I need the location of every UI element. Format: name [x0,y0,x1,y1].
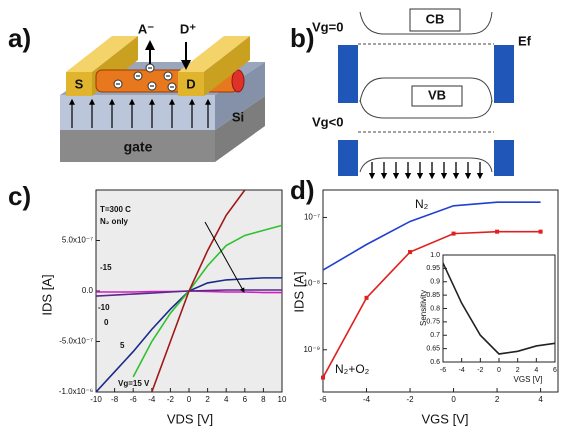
x-tick-label: 6 [553,367,557,374]
y-tick-label: 0.75 [426,319,440,326]
panel-label: b) [290,23,315,53]
x-tick-label: 2 [516,367,520,374]
y-tick-label: 10⁻⁹ [303,345,320,354]
x-tick-label: 2 [495,395,500,404]
x-tick-label: -6 [130,395,138,404]
y-tick-label: 0.85 [426,292,440,299]
x-tick-label: 0 [187,395,192,404]
x-tick-label: 10 [278,395,287,404]
annotation: T=300 C [100,205,131,214]
y-tick-label: 0.6 [430,359,440,366]
y-tick-label: 5.0x10⁻⁷ [62,236,93,245]
x-tick-label: -6 [440,367,446,374]
data-marker [539,230,543,234]
x-tick-label: 4 [538,395,543,404]
contact [338,140,358,176]
contact [338,45,358,103]
y-axis-label: Sensitivity [419,290,428,326]
source-label: S [75,76,84,91]
x-tick-label: -10 [90,395,102,404]
y-tick-label: -1.0x10⁻⁶ [59,387,93,396]
nanowire-end [232,70,244,92]
x-tick-label: 4 [224,395,229,404]
x-tick-label: -6 [319,395,327,404]
data-marker [495,230,499,234]
data-marker [321,376,325,380]
x-tick-label: -8 [111,395,119,404]
x-axis-label: VDS [V] [167,411,213,426]
x-tick-label: 2 [205,395,210,404]
data-marker [365,296,369,300]
series-label: -15 [100,263,112,272]
si-label: Si [232,109,244,124]
x-tick-label: 0 [497,367,501,374]
y-tick-label: -5.0x10⁻⁷ [59,337,93,346]
x-tick-label: -4 [148,395,156,404]
drain-label: D [186,76,195,91]
y-tick-label: 1.0 [430,252,440,259]
y-tick-label: 0.7 [430,332,440,339]
y-tick-label: 10⁻⁷ [304,213,320,222]
series-label: Vg=15 V [118,379,150,388]
x-tick-label: 8 [261,395,266,404]
x-tick-label: -2 [477,367,483,374]
series-label: 5 [120,341,125,350]
panel-label: d) [290,175,315,205]
series-label: -10 [98,303,110,312]
x-tick-label: 0 [451,395,456,404]
vb-label: VB [428,87,446,102]
panel-b: b) CB VB Vg=0 Vg<0 Ef [290,9,532,178]
y-axis-label: IDS [A] [291,271,306,312]
x-tick-label: 6 [243,395,248,404]
y-tick-label: 0.0 [82,286,94,295]
panel-label: a) [8,23,31,53]
anion-label: A⁻ [138,21,154,36]
x-tick-label: -4 [363,395,371,404]
page: a) A⁻ D⁺ S D Si gate b) [0,0,564,433]
series-label: N₂ [415,197,429,211]
x-tick-label: -2 [167,395,175,404]
contact [494,140,514,176]
x-tick-label: -4 [459,367,465,374]
figure: a) A⁻ D⁺ S D Si gate b) [0,0,564,433]
data-marker [452,232,456,236]
panel-a: a) A⁻ D⁺ S D Si gate [8,21,265,162]
series-label: 0 [104,318,109,327]
gate-label: gate [124,139,153,155]
y-tick-label: 0.65 [426,345,440,352]
contact [494,45,514,103]
x-axis-label: VGS [V] [422,411,469,426]
y-tick-label: 0.8 [430,305,440,312]
x-axis-label: VGS [V] [514,375,543,384]
y-axis-label: IDS [A] [39,274,54,315]
fermi-label: Ef [518,33,532,48]
cb-label: CB [426,11,445,26]
y-tick-label: 0.95 [426,265,440,272]
series-label: N₂+O₂ [335,362,370,376]
x-tick-label: 4 [534,367,538,374]
panel-label: c) [8,181,31,211]
hole-arrows [372,162,480,178]
data-marker [408,250,412,254]
donor-label: D⁺ [180,21,196,36]
y-tick-label: 0.9 [430,279,440,286]
annotation: N₂ only [100,217,129,226]
x-tick-label: -2 [406,395,414,404]
gate-label: Vg<0 [312,114,343,129]
gate-label: Vg=0 [312,19,343,34]
